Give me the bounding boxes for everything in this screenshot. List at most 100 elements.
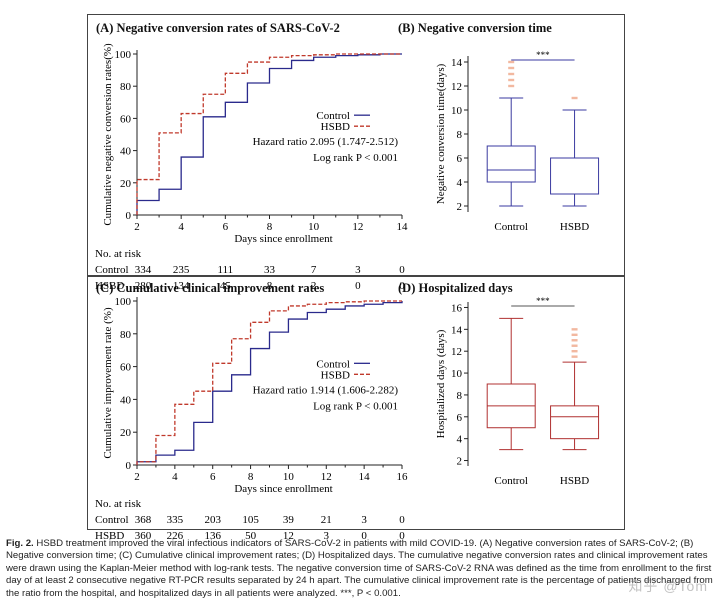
- panel-a-title: (A) Negative conversion rates of SARS-Co…: [96, 21, 340, 35]
- panel-c-risk-value: 0: [361, 530, 367, 542]
- panel-a-risk-value: 8: [267, 280, 273, 292]
- panel-a-risk-value: 0: [399, 264, 405, 276]
- panel-c-xtick-label: 6: [210, 471, 216, 483]
- panel-b-ytick-label: 14: [451, 57, 463, 69]
- panel-a-risk-value: 280: [135, 280, 152, 292]
- panel-b-outlier: [508, 84, 515, 88]
- panel-a-risk-value: 33: [264, 264, 276, 276]
- panel-a-xlabel: Days since enrollment: [234, 233, 332, 245]
- panel-a-ylabel: Cumulative negative conversion rates(%): [102, 43, 114, 226]
- panel-b-outlier: [571, 96, 578, 100]
- panel-a-ytick-label: 20: [120, 178, 132, 190]
- panel-a-xtick-label: 4: [178, 221, 184, 233]
- panel-b-outlier: [508, 60, 515, 64]
- panel-d-ytick-label: 16: [451, 302, 463, 314]
- panel-b-ytick-label: 4: [457, 177, 463, 189]
- panel-c-xtick-label: 4: [172, 471, 178, 483]
- panel-a-xtick-label: 2: [134, 221, 140, 233]
- panel-c-title: (C) Cumulative clinical improvement rate…: [96, 281, 325, 295]
- panel-c-risk-value: 3: [361, 514, 367, 526]
- panel-d-ytick-label: 2: [457, 456, 463, 468]
- panel-b-ytick-label: 2: [457, 201, 463, 213]
- panel-c-ylabel: Cumulative improvement rate (%): [102, 307, 114, 459]
- panel-c-hsbd-curve: [136, 300, 402, 465]
- panel-d-ytick-label: 14: [451, 324, 463, 336]
- panel-c-ytick-label: 0: [126, 460, 132, 472]
- panel-c-ytick-label: 100: [115, 296, 132, 308]
- panel-a-risk-value: 2: [311, 280, 317, 292]
- panel-c-xlabel: Days since enrollment: [234, 483, 332, 495]
- panel-c-xtick-label: 16: [397, 471, 409, 483]
- panel-c-risk-value: 21: [321, 514, 332, 526]
- panel-d-ytick-label: 8: [457, 390, 463, 402]
- panel-b: (B) Negative conversion time: [390, 14, 625, 276]
- panel-a-stat: Log rank P < 0.001: [313, 152, 398, 164]
- panel-b-box: [486, 145, 536, 183]
- panel-a-stat: Hazard ratio 2.095 (1.747-2.512): [253, 136, 399, 148]
- panel-c-xtick-label: 14: [359, 471, 371, 483]
- panel-a-xtick-label: 8: [267, 221, 273, 233]
- panel-c-stat: Hazard ratio 1.914 (1.606-2.282): [253, 384, 399, 396]
- panel-a-risk-value: 334: [135, 264, 152, 276]
- panel-c-legend-label: Control: [316, 358, 350, 370]
- panel-c-xtick-label: 2: [134, 471, 140, 483]
- panel-d-ytick-label: 6: [457, 412, 463, 424]
- panel-c-risk-group: HSBD: [95, 530, 124, 542]
- panel-a-ytick-label: 100: [115, 49, 132, 61]
- panel-d-outlier: [571, 344, 578, 347]
- panel-a-xtick-label: 6: [223, 221, 229, 233]
- panel-c-stat: Log rank P < 0.001: [313, 400, 398, 412]
- panel-d-ylabel: Hospitalized days (days): [435, 329, 447, 438]
- panel-b-outlier: [508, 66, 515, 70]
- panel-a-risk-group: Control: [95, 264, 129, 276]
- panel-b-sig-label: ***: [536, 50, 550, 60]
- panel-c-risk-value: 50: [245, 530, 257, 542]
- panel-c-risk-value: 39: [283, 514, 295, 526]
- panel-b-category-label: Control: [494, 221, 528, 233]
- panel-d-ytick-label: 4: [457, 434, 463, 446]
- panel-b-outlier: [508, 78, 515, 82]
- panel-d-outlier: [571, 350, 578, 353]
- panel-a-risk-value: 3: [355, 264, 361, 276]
- panel-c-xtick-label: 10: [283, 471, 295, 483]
- panel-c-risk-value: 335: [167, 514, 184, 526]
- panel-d-title: (D) Hospitalized days: [398, 281, 513, 295]
- panel-c-risk-value: 0: [399, 514, 405, 526]
- panel-c: (C) Cumulative clinical improvement rate…: [87, 276, 416, 530]
- caption-label: Fig. 2.: [6, 538, 34, 549]
- panel-d-outlier: [571, 355, 578, 358]
- panel-c-risk-group: Control: [95, 514, 129, 526]
- panel-b-ylabel: Negative conversion time(days): [435, 63, 447, 204]
- panel-a-legend-label: HSBD: [321, 121, 350, 133]
- panel-d-box: [550, 405, 600, 440]
- panel-d-sig-label: ***: [536, 296, 550, 306]
- panel-a-control-curve: [136, 53, 402, 215]
- panel-d-outlier: [571, 328, 578, 331]
- panel-c-control-curve: [136, 301, 403, 465]
- figure-caption: Fig. 2. HSBD treatment improved the vira…: [6, 538, 714, 600]
- panel-b-ytick-label: 6: [457, 153, 463, 165]
- panel-a-risk-value: 45: [220, 280, 232, 292]
- panel-a-ytick-label: 0: [126, 210, 132, 222]
- panel-c-risk-value: 226: [167, 530, 184, 542]
- panel-b-category-label: HSBD: [560, 221, 589, 233]
- panel-a-risk-value: 7: [311, 264, 317, 276]
- panel-a-ytick-label: 40: [120, 146, 132, 158]
- panel-d-ytick-label: 10: [451, 368, 463, 380]
- panel-d-outlier: [571, 333, 578, 336]
- panel-c-ytick-label: 40: [120, 394, 132, 406]
- panel-c-risk-value: 12: [283, 530, 294, 542]
- panel-c-risk-title: No. at risk: [95, 498, 142, 510]
- panel-a-xtick-label: 14: [397, 221, 409, 233]
- panel-b-ytick-label: 12: [451, 81, 462, 93]
- panel-a-risk-value: 0: [399, 280, 405, 292]
- panel-c-risk-value: 3: [324, 530, 330, 542]
- panel-b-ytick-label: 10: [451, 105, 463, 117]
- panel-c-xtick-label: 12: [321, 471, 332, 483]
- panel-c-legend-label: HSBD: [321, 369, 350, 381]
- panel-a-ytick-label: 80: [120, 81, 132, 93]
- panel-c-ytick-label: 60: [120, 362, 132, 374]
- panel-a-risk-group: HSBD: [95, 280, 124, 292]
- panel-c-risk-value: 105: [242, 514, 259, 526]
